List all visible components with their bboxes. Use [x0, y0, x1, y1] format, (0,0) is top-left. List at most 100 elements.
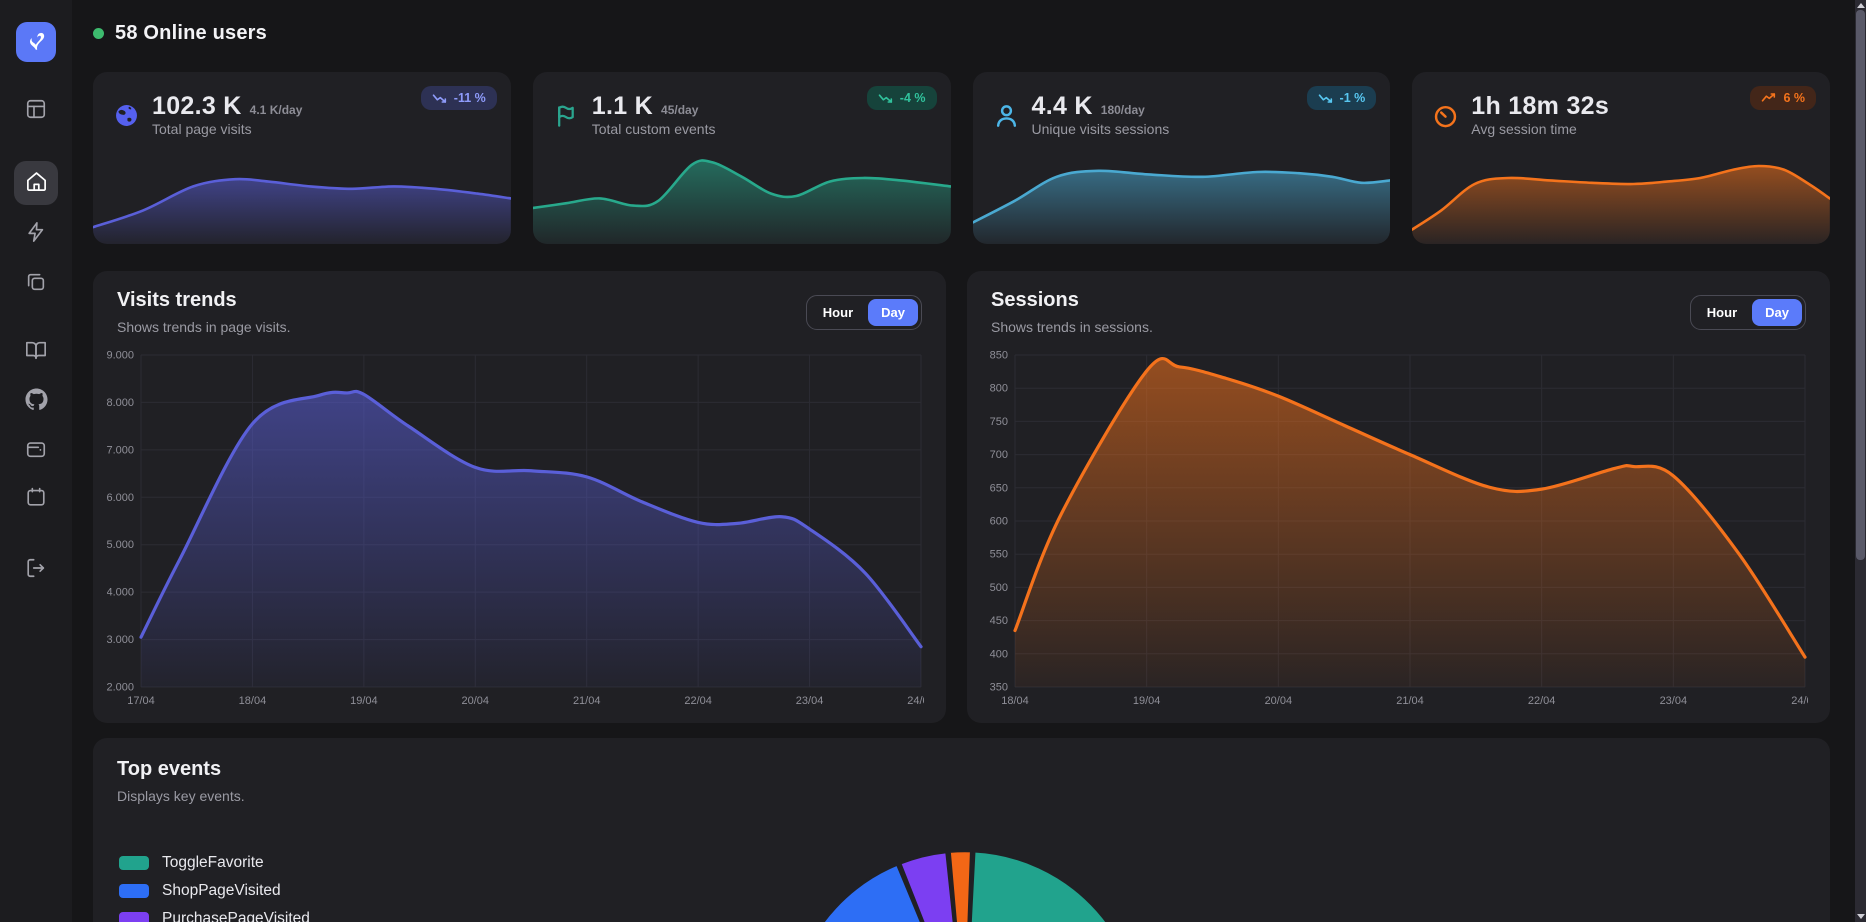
trend-badge: -4 % [866, 86, 937, 110]
svg-text:750: 750 [990, 416, 1008, 428]
legend-item[interactable]: PurchasePageVisited [119, 910, 310, 922]
stat-card[interactable]: 1h 18m 32s Avg session time 6 % [1412, 72, 1830, 244]
sidebar-item-wallet[interactable] [18, 432, 54, 468]
custom-events-sparkline [532, 148, 951, 244]
visits-day-button[interactable]: Day [868, 298, 918, 326]
visits-interval-toggle: Hour Day [805, 294, 922, 330]
sessions-plot: 850 800 750 700 650 600 550 500 450 400 350 18/04 19… [981, 349, 1819, 711]
legend-item[interactable]: ToggleFavorite [119, 854, 310, 872]
legend-label: PurchasePageVisited [162, 910, 310, 922]
sidebar-item-pages[interactable] [18, 265, 54, 301]
stat-value: 1.1 K [591, 92, 654, 120]
trend-down-icon [432, 94, 446, 103]
svg-text:450: 450 [990, 615, 1008, 627]
stat-card[interactable]: 4.4 K 180/day Unique visits sessions -1 … [972, 72, 1391, 244]
visits-hour-button[interactable]: Hour [810, 299, 866, 326]
svg-text:8.000: 8.000 [107, 397, 134, 409]
legend-item[interactable]: ShopPageVisited [119, 882, 310, 900]
svg-text:800: 800 [990, 383, 1008, 395]
svg-text:5.000: 5.000 [107, 539, 134, 551]
visits-trends-subtitle: Shows trends in page visits. [117, 319, 291, 335]
sidebar-item-docs[interactable] [18, 333, 54, 369]
svg-text:21/04: 21/04 [1396, 695, 1424, 707]
scroll-down-arrow[interactable] [1856, 914, 1865, 919]
svg-text:24/04: 24/04 [1791, 695, 1808, 707]
stat-card[interactable]: 1.1 K 45/day Total custom events -4 % [532, 72, 951, 244]
svg-text:22/04: 22/04 [684, 695, 712, 707]
charts-row: Visits trends Shows trends in page visit… [93, 271, 1830, 723]
stat-card[interactable]: 102.3 K 4.1 K/day Total page visits -11 … [93, 72, 511, 244]
badge-value: -11 % [453, 91, 486, 105]
stat-label: Avg session time [1471, 121, 1577, 137]
stat-label: Total page visits [152, 121, 252, 137]
svg-text:18/04: 18/04 [239, 695, 267, 707]
legend-label: ToggleFavorite [162, 854, 264, 871]
page-scrollbar[interactable] [1855, 0, 1866, 922]
sessions-day-button[interactable]: Day [1752, 298, 1802, 326]
calendar-icon [25, 486, 47, 511]
svg-text:21/04: 21/04 [573, 695, 601, 707]
top-events-card: Top events Displays key events. ToggleFa… [93, 738, 1830, 922]
sessions-hour-button[interactable]: Hour [1694, 299, 1750, 326]
svg-text:850: 850 [990, 350, 1008, 362]
sessions-card: Sessions Shows trends in sessions. Hour … [967, 271, 1830, 723]
svg-text:19/04: 19/04 [350, 695, 378, 707]
svg-text:2.000: 2.000 [107, 682, 134, 694]
sidebar-item-github[interactable] [18, 383, 54, 419]
stat-value: 4.4 K [1031, 92, 1093, 120]
sidebar-item-home[interactable] [14, 161, 58, 205]
sidebar-item-calendar[interactable] [18, 480, 54, 516]
svg-text:18/04: 18/04 [1001, 695, 1029, 707]
user-icon [993, 102, 1020, 129]
legend-swatch [119, 856, 149, 870]
trend-down-icon [1318, 94, 1332, 103]
sidebar-item-logout[interactable] [18, 551, 54, 587]
sessions-title: Sessions [991, 289, 1079, 311]
sidebar-item-zap[interactable] [18, 215, 54, 251]
main-content: 58 Online users 102.3 K 4.1 K/day Total … [72, 0, 1866, 922]
svg-text:17/04: 17/04 [127, 695, 155, 707]
svg-text:23/04: 23/04 [796, 695, 824, 707]
online-status-dot [93, 27, 104, 39]
svg-text:4.000: 4.000 [107, 587, 134, 599]
stat-label: Unique visits sessions [1031, 121, 1170, 137]
scrollbar-thumb[interactable] [1856, 10, 1865, 560]
svg-text:500: 500 [990, 582, 1008, 594]
zap-icon [25, 221, 47, 246]
svg-text:23/04: 23/04 [1660, 695, 1688, 707]
svg-text:350: 350 [990, 682, 1008, 694]
trend-badge: -1 % [1306, 86, 1377, 110]
stat-value: 1h 18m 32s [1471, 92, 1610, 120]
flag-icon [553, 102, 580, 129]
trend-down-icon [878, 94, 892, 103]
online-users-count: 58 Online users [115, 21, 267, 44]
top-events-subtitle: Displays key events. [117, 788, 245, 804]
wallet-icon [25, 438, 47, 463]
stat-per-day: 4.1 K/day [249, 103, 303, 117]
timer-icon [1432, 102, 1459, 129]
legend-swatch [119, 912, 149, 922]
sidebar-item-layout[interactable] [18, 92, 54, 128]
logout-icon [25, 557, 47, 582]
sidebar [0, 0, 72, 922]
svg-text:550: 550 [990, 549, 1008, 561]
online-users-header: 58 Online users [93, 20, 1830, 46]
scroll-up-arrow[interactable] [1856, 3, 1865, 8]
app-logo[interactable] [16, 22, 56, 62]
logo-icon [23, 27, 49, 58]
svg-text:700: 700 [990, 449, 1008, 461]
legend-label: ShopPageVisited [162, 882, 281, 899]
trend-badge: -11 % [420, 86, 497, 110]
stat-cards-row: 102.3 K 4.1 K/day Total page visits -11 … [93, 72, 1830, 244]
top-events-legend: ToggleFavorite ShopPageVisited PurchaseP… [119, 854, 310, 922]
sessions-subtitle: Shows trends in sessions. [991, 319, 1153, 335]
page-visits-sparkline [93, 148, 511, 244]
trend-up-icon [1762, 93, 1776, 102]
unique-visits-sparkline [972, 148, 1391, 244]
badge-value: -4 % [899, 91, 926, 105]
copy-icon [25, 271, 47, 296]
visits-trends-title: Visits trends [117, 289, 237, 311]
stat-per-day: 180/day [1100, 103, 1145, 117]
badge-value: 6 % [1783, 91, 1805, 105]
